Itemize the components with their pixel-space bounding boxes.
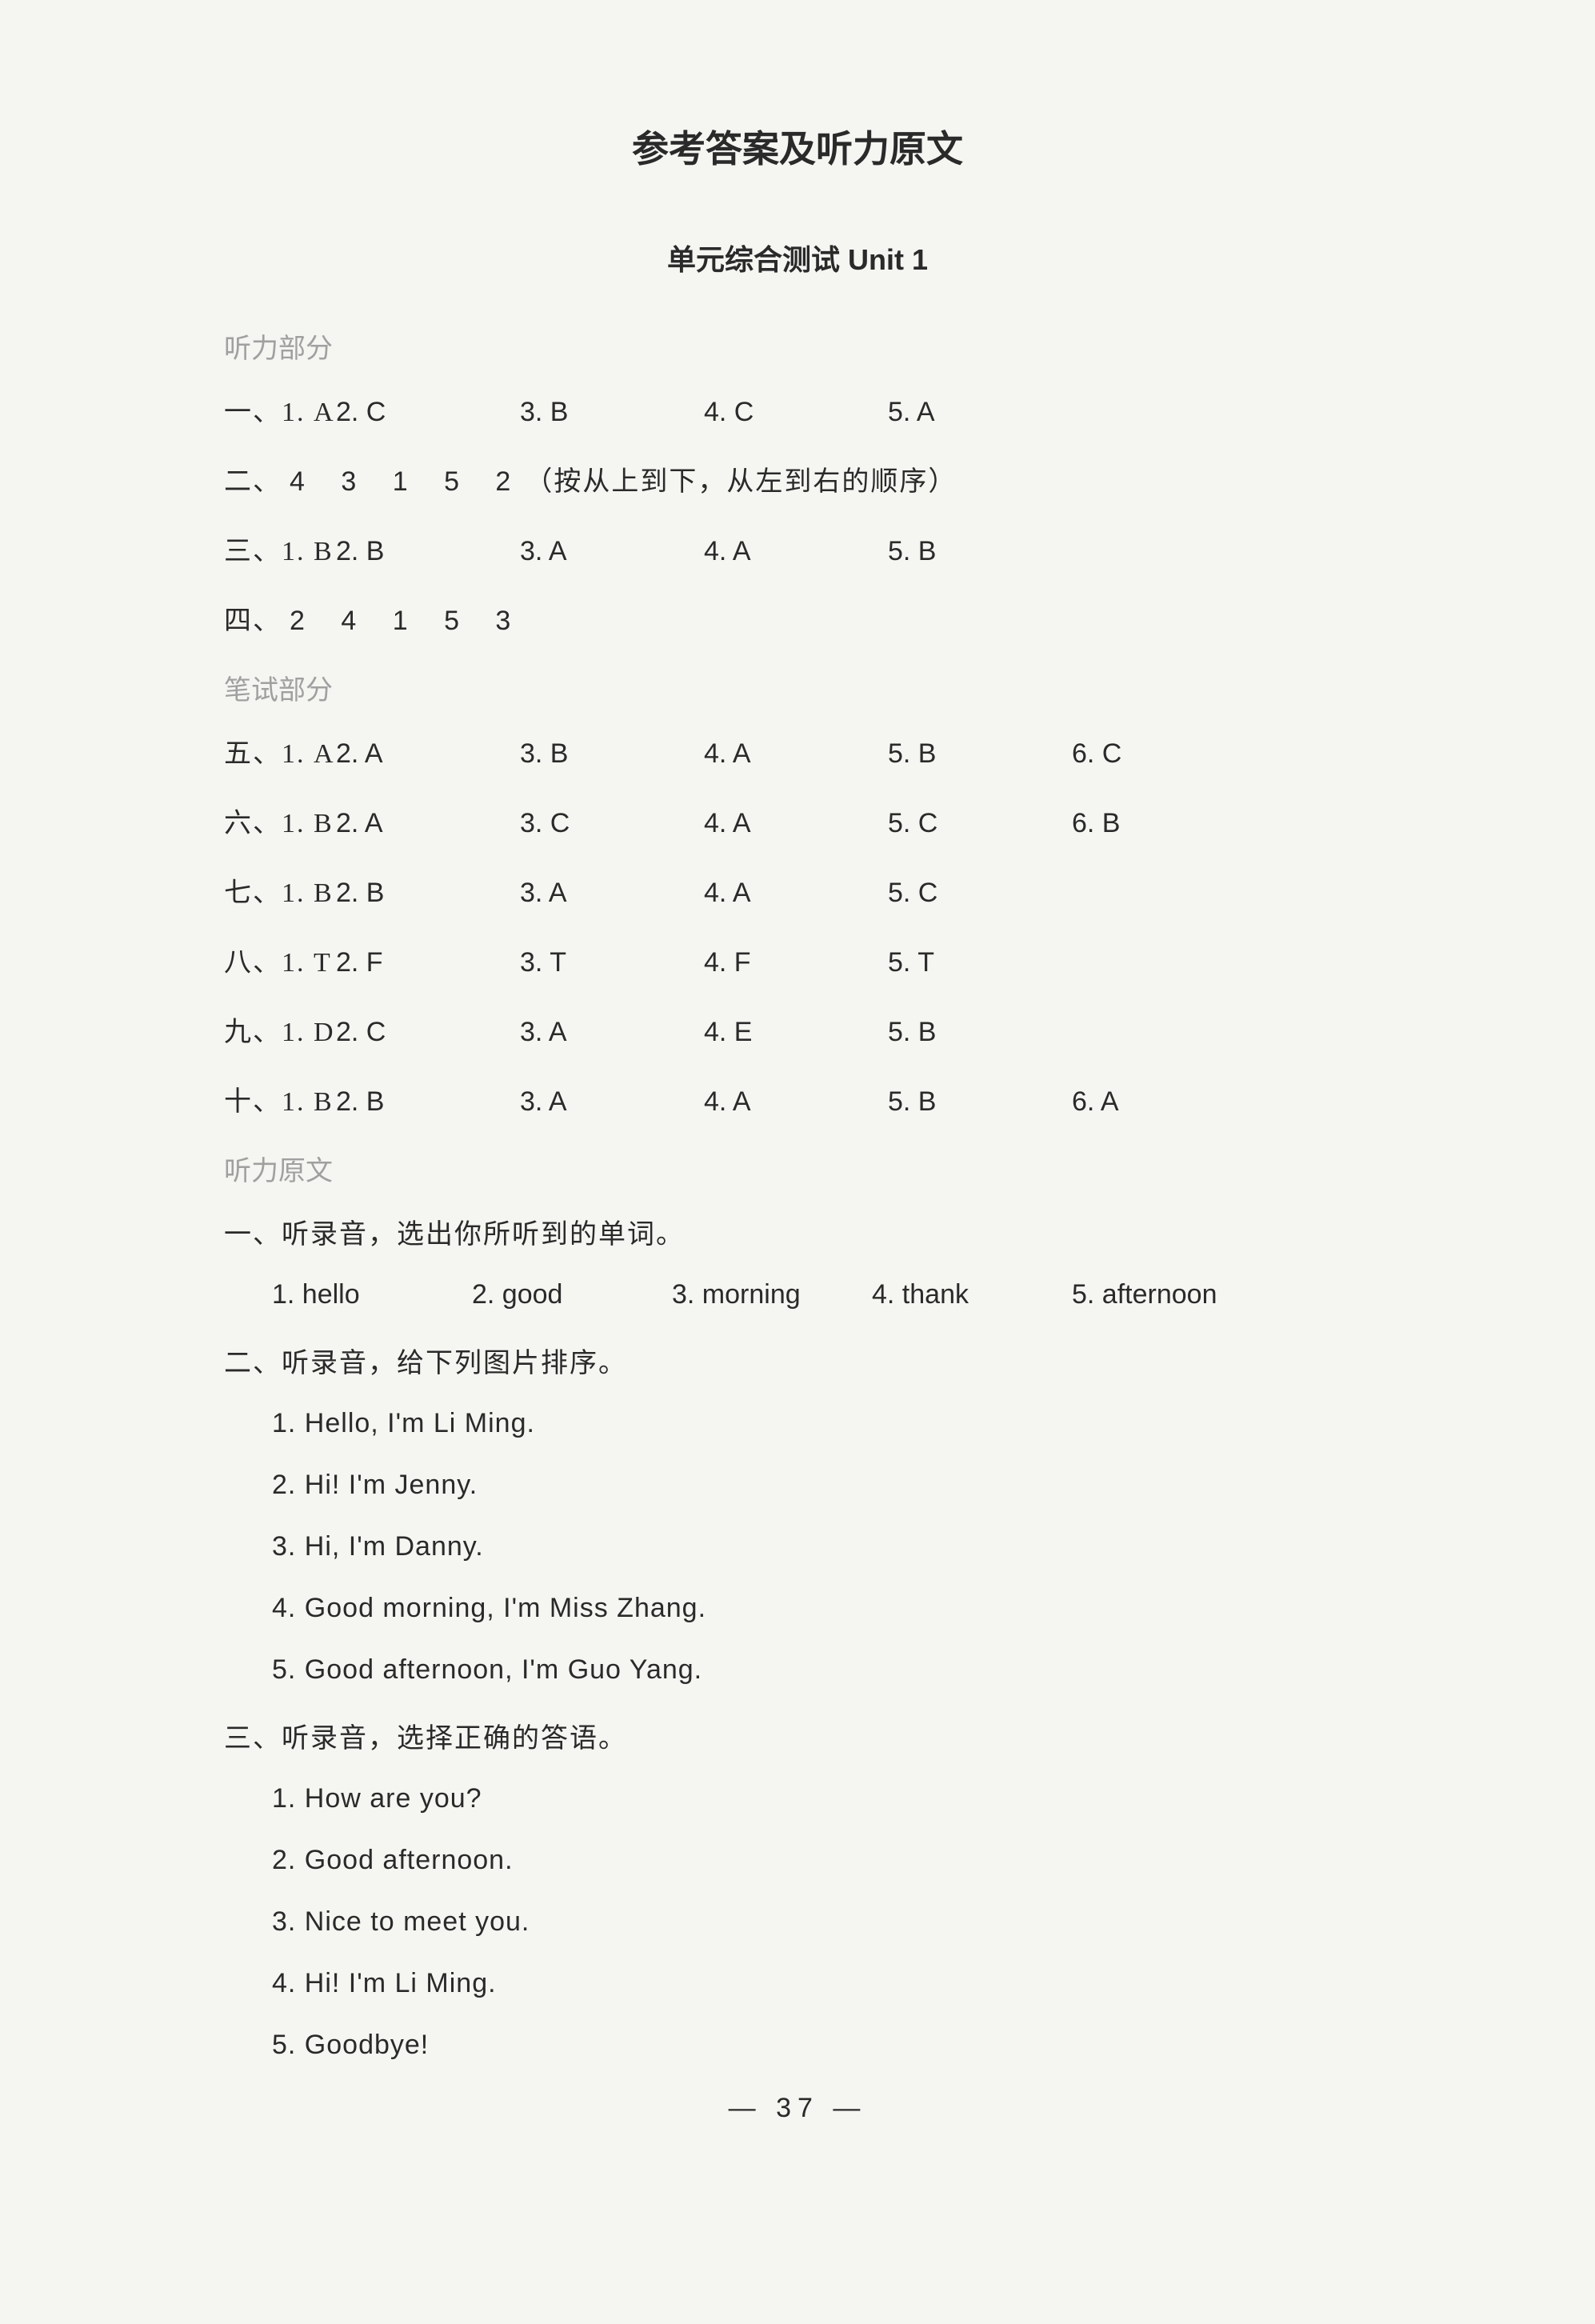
answer-cell: 2. B [336,536,520,567]
sub-title: 单元综合测试 Unit 1 [224,237,1371,278]
answer-cell: 5. T [888,947,1072,978]
script-line: 2. Good afternoon. [224,1845,1371,1876]
writing-section-label: 笔试部分 [224,668,1371,707]
answer-cell: 6. B [1072,808,1256,839]
script-line: 5. Good afternoon, I'm Guo Yang. [224,1654,1371,1686]
answer-cell: 2. F [336,947,520,978]
answer-cell: 5. B [888,738,1072,770]
answer-cell: 4. A [704,808,888,839]
answer-cell: 2. B [336,1086,520,1118]
sequence-numbers: 4 3 1 5 2 [290,466,525,497]
answer-cell: 5. B [888,1017,1072,1048]
answer-cell: 5. B [888,536,1072,567]
sequence-numbers: 2 4 1 5 3 [290,606,525,636]
main-title: 参考答案及听力原文 [224,120,1371,173]
answer-cell: 3. T [520,947,704,978]
sequence-note: （按从上到下，从左到右的顺序） [525,467,957,497]
script-line: 2. Hi! I'm Jenny. [224,1470,1371,1501]
answer-row-3: 三、1. B 2. B 3. A 4. A 5. B [224,529,1371,568]
answer-row-8: 八、1. T 2. F 3. T 4. F 5. T [224,940,1371,979]
answer-row-4: 四、 2 4 1 5 3 [224,598,1371,638]
answer-cell: 4. F [704,947,888,978]
answer-cell: 6. A [1072,1086,1256,1118]
answer-cell: 4. E [704,1017,888,1048]
answer-cell: 3. A [520,1017,704,1048]
answer-cell: 4. A [704,738,888,770]
answer-cell: 3. A [520,878,704,909]
script-word: 3. morning [672,1279,872,1310]
answer-row-1: 一、1. A 2. C 3. B 4. C 5. A [224,390,1371,429]
answer-cell: 5. C [888,808,1072,839]
answer-cell: 4. A [704,536,888,567]
answer-row-7: 七、1. B 2. B 3. A 4. A 5. C [224,870,1371,910]
script-line: 1. How are you? [224,1783,1371,1814]
page-number: — 37 — [224,2093,1371,2124]
script-section-label: 听力原文 [224,1149,1371,1188]
answer-cell: 2. C [336,1017,520,1048]
answer-cell: 6. C [1072,738,1256,770]
script-word: 4. thank [872,1279,1072,1310]
script-line: 4. Hi! I'm Li Ming. [224,1968,1371,1999]
answer-cell: 3. C [520,808,704,839]
answer-cell: 4. A [704,878,888,909]
answer-cell: 5. C [888,878,1072,909]
script-heading-1: 一、听录音，选出你所听到的单词。 [224,1212,1371,1251]
answer-cell: 5. A [888,397,1072,428]
script-word: 5. afternoon [1072,1279,1272,1310]
row-prefix: 三、1. B [224,529,336,568]
script-line: 5. Goodbye! [224,2030,1371,2061]
script-line: 3. Hi, I'm Danny. [224,1531,1371,1562]
answer-cell: 3. B [520,738,704,770]
answer-cell: 2. A [336,738,520,770]
row-prefix: 四、 [224,606,282,636]
answer-cell: 4. C [704,397,888,428]
row-prefix: 六、1. B [224,801,336,840]
script-word: 1. hello [272,1279,472,1310]
script-heading-3: 三、听录音，选择正确的答语。 [224,1716,1371,1755]
script-line: 1. Hello, I'm Li Ming. [224,1408,1371,1439]
answer-cell: 4. A [704,1086,888,1118]
row-prefix: 十、1. B [224,1079,336,1118]
script-word: 2. good [472,1279,672,1310]
listening-section-label: 听力部分 [224,326,1371,366]
answer-cell: 5. B [888,1086,1072,1118]
answer-row-9: 九、1. D 2. C 3. A 4. E 5. B [224,1010,1371,1049]
answer-row-10: 十、1. B 2. B 3. A 4. A 5. B 6. A [224,1079,1371,1118]
row-prefix: 七、1. B [224,870,336,910]
answer-cell: 2. C [336,397,520,428]
answer-row-2: 二、 4 3 1 5 2（按从上到下，从左到右的顺序） [224,459,1371,498]
row-prefix: 九、1. D [224,1010,336,1049]
row-prefix: 一、1. A [224,390,336,429]
row-prefix: 二、 [224,467,282,497]
script-words-row: 1. hello 2. good 3. morning 4. thank 5. … [224,1279,1371,1310]
answer-cell: 2. A [336,808,520,839]
answer-cell: 3. B [520,397,704,428]
answer-row-5: 五、1. A 2. A 3. B 4. A 5. B 6. C [224,731,1371,770]
script-heading-2: 二、听录音，给下列图片排序。 [224,1341,1371,1380]
answer-cell: 2. B [336,878,520,909]
script-line: 3. Nice to meet you. [224,1906,1371,1938]
answer-cell: 3. A [520,1086,704,1118]
row-prefix: 五、1. A [224,731,336,770]
script-line: 4. Good morning, I'm Miss Zhang. [224,1593,1371,1624]
answer-cell: 3. A [520,536,704,567]
answer-row-6: 六、1. B 2. A 3. C 4. A 5. C 6. B [224,801,1371,840]
row-prefix: 八、1. T [224,940,336,979]
